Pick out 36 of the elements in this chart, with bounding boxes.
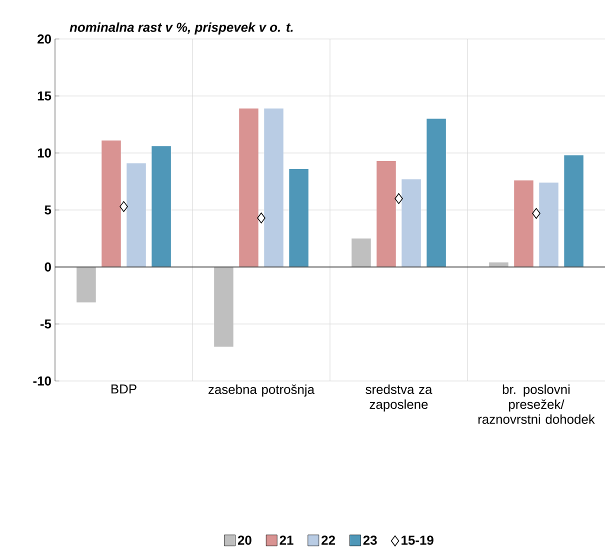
bar [126, 163, 146, 267]
bar [264, 108, 284, 267]
y-tick-label: 15 [38, 91, 52, 100]
bar [352, 238, 371, 267]
bar [289, 168, 308, 267]
bar [402, 179, 421, 267]
legend-label: 23 [363, 536, 377, 545]
bar [102, 140, 121, 267]
bar [76, 266, 96, 302]
x-tick-label: zasebna potrošnja [208, 384, 315, 397]
y-tick-label: -5 [40, 319, 52, 328]
y-tick-label: 5 [44, 205, 52, 214]
y-tick-label: 20 [38, 34, 51, 44]
bar [376, 160, 396, 267]
x-tick-label: BDP [112, 384, 136, 394]
point [120, 201, 128, 212]
chart-title: nominalna rast v %, prispevek v o. t. [70, 22, 293, 34]
bar [514, 180, 534, 267]
x-tick-label: sredstva za zaposlene [366, 384, 432, 412]
legend-label: 22 [322, 536, 335, 545]
bar [214, 266, 234, 347]
bar [239, 108, 258, 267]
bar [152, 146, 171, 267]
point [257, 212, 266, 224]
x-tick-label: br. poslovni presežek/ raznovrstni dohodek [478, 384, 595, 424]
bar [539, 182, 558, 267]
bar [426, 118, 446, 267]
y-tick-label: 0 [44, 262, 51, 272]
y-tick-label: 10 [38, 148, 51, 158]
legend-label: 15-19 [402, 536, 434, 545]
y-tick-label: -10 [33, 376, 51, 386]
point [532, 208, 540, 219]
legend-label: 20 [238, 536, 252, 545]
legend-label: 21 [280, 536, 294, 545]
point [394, 193, 403, 204]
bar [564, 155, 584, 267]
